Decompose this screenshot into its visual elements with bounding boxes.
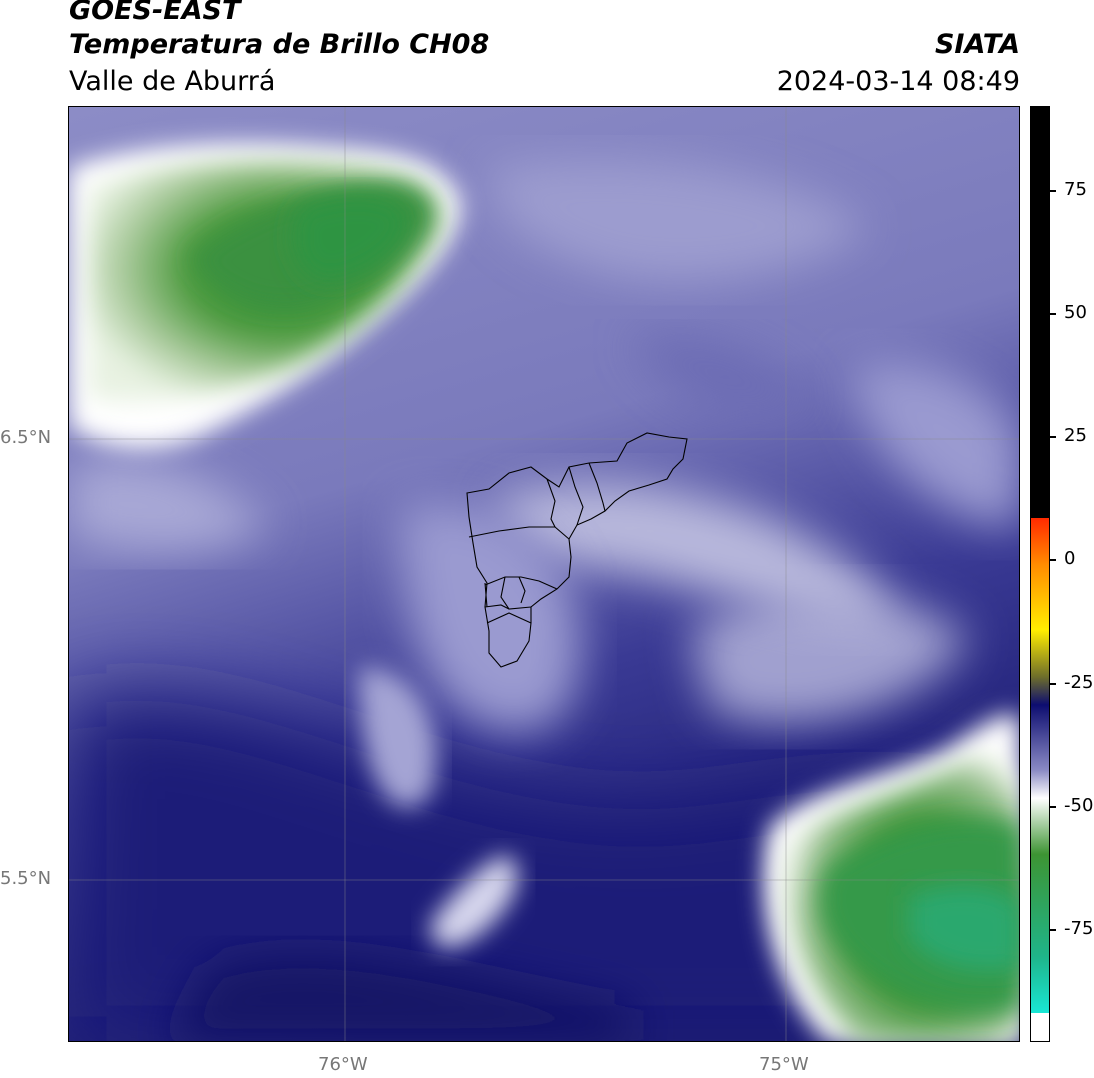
cold-cloud-se [763,714,1019,1041]
small-bright-cloud [429,856,518,948]
lat-label-5-5n: 5.5°N [0,868,52,889]
colorbar-label-minus75: -75 [1064,918,1094,939]
map-title: GOES-EAST [69,0,241,26]
lon-label-75w: 75°W [759,1054,809,1075]
colorbar [1030,106,1050,1042]
map-subtitle: Temperatura de Brillo CH08 [69,29,490,60]
valle-de-aburra-boundaries [466,432,688,668]
colorbar-label-minus50: -50 [1064,795,1094,816]
lon-label-76w: 76°W [318,1054,368,1075]
satellite-map[interactable] [68,106,1020,1042]
cold-cloud-nw [69,143,461,448]
organization-label: SIATA [934,29,1020,60]
colorbar-label-50: 50 [1064,302,1087,323]
colorbar-label-minus25: -25 [1064,672,1094,693]
timestamp-label: 2024-03-14 08:49 [776,66,1020,97]
colorbar-label-25: 25 [1064,425,1087,446]
colorbar-label-75: 75 [1064,179,1087,200]
lat-label-6-5n: 6.5°N [0,427,52,448]
graticule [69,107,1019,1041]
colorbar-label-0: 0 [1064,548,1076,569]
map-canvas [69,107,1019,1041]
region-label: Valle de Aburrá [69,66,276,97]
